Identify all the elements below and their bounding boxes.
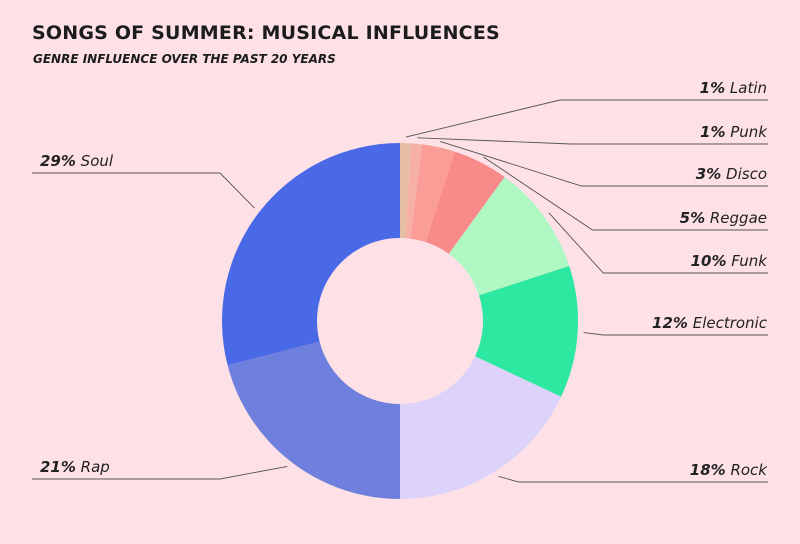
leader-line-reggae — [483, 156, 768, 231]
slice-label-rap: 21% Rap — [40, 458, 110, 476]
slice-reggae — [425, 151, 505, 254]
slice-pct-rap: 21% — [40, 458, 76, 476]
leader-line-rap — [32, 465, 288, 480]
slice-label-punk: 1% Punk — [700, 123, 768, 141]
slice-pct-disco: 3% — [696, 165, 721, 183]
slice-name-electronic: Electronic — [688, 314, 768, 332]
slice-pct-reggae: 5% — [680, 209, 705, 227]
slice-name-latin: Latin — [725, 79, 767, 97]
slice-name-disco: Disco — [721, 165, 767, 183]
leader-line-disco — [440, 141, 768, 187]
leader-line-soul — [32, 172, 255, 209]
slice-pct-latin: 1% — [700, 79, 725, 97]
slice-name-punk: Punk — [725, 123, 768, 141]
slice-name-soul: Soul — [76, 152, 114, 170]
slice-soul — [221, 143, 400, 366]
slice-pct-punk: 1% — [700, 123, 725, 141]
slice-latin — [400, 143, 412, 239]
slice-label-reggae: 5% Reggae — [680, 209, 767, 227]
leader-lines — [32, 99, 768, 483]
slice-label-disco: 3% Disco — [696, 165, 767, 183]
chart-title: SONGS OF SUMMER: MUSICAL INFLUENCES — [32, 22, 500, 44]
slice-name-funk: Funk — [727, 252, 769, 270]
slice-disco — [410, 144, 456, 243]
leader-line-funk — [548, 212, 768, 274]
slice-name-rock: Rock — [726, 461, 769, 479]
slice-pct-electronic: 12% — [652, 314, 688, 332]
chart-subtitle: GENRE INFLUENCE OVER THE PAST 20 YEARS — [33, 52, 336, 66]
slice-label-latin: 1% Latin — [700, 79, 767, 97]
slice-name-reggae: Reggae — [705, 209, 767, 227]
slice-pct-funk: 10% — [691, 252, 727, 270]
leader-line-electronic — [583, 332, 768, 336]
leader-line-latin — [405, 99, 768, 138]
slice-pct-rock: 18% — [690, 461, 726, 479]
slice-punk — [405, 143, 423, 239]
slice-label-soul: 29% Soul — [40, 152, 114, 170]
slice-label-rock: 18% Rock — [690, 461, 769, 479]
slice-rap — [227, 341, 400, 499]
leader-line-rock — [498, 475, 768, 483]
slice-label-electronic: 12% Electronic — [652, 314, 768, 332]
slice-funk — [448, 176, 570, 296]
slice-electronic — [475, 265, 578, 397]
slice-label-funk: 10% Funk — [691, 252, 769, 270]
leader-line-punk — [417, 137, 768, 145]
donut-slices — [221, 143, 578, 499]
slice-pct-soul: 29% — [40, 152, 76, 170]
slice-rock — [400, 356, 562, 499]
slice-name-rap: Rap — [76, 458, 110, 476]
